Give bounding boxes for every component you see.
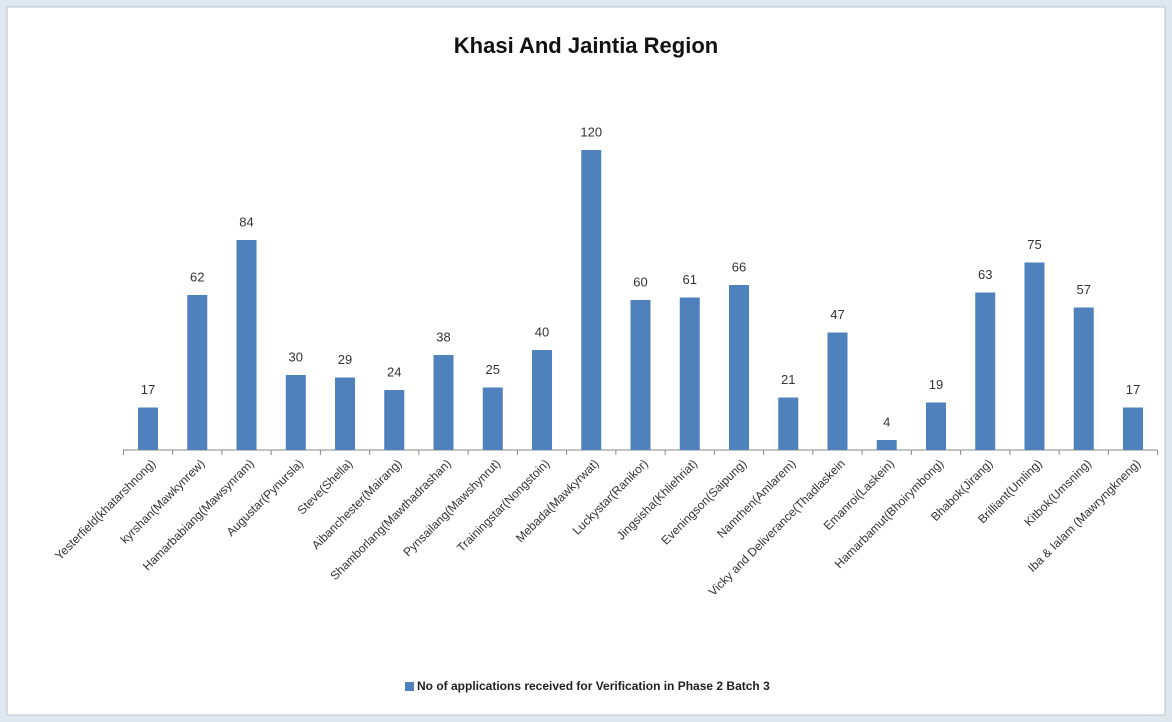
- data-label: 61: [683, 272, 697, 287]
- data-label: 24: [387, 364, 401, 379]
- bar: [433, 355, 454, 450]
- bar: [778, 397, 799, 450]
- data-label: 19: [929, 377, 943, 392]
- data-label: 40: [535, 324, 549, 339]
- legend-label: No of applications received for Verifica…: [417, 679, 770, 693]
- data-label: 60: [633, 274, 647, 289]
- legend-swatch: [405, 682, 414, 691]
- bar: [630, 300, 651, 450]
- data-label: 47: [830, 307, 844, 322]
- data-label: 38: [436, 329, 450, 344]
- bar: [1024, 262, 1045, 450]
- data-label: 17: [1126, 382, 1140, 397]
- bar: [384, 390, 405, 450]
- bar: [876, 440, 897, 450]
- bar: [679, 297, 700, 450]
- bar: [728, 285, 749, 450]
- bar: [827, 332, 848, 450]
- data-label: 30: [289, 349, 303, 364]
- data-label: 17: [141, 382, 155, 397]
- bar: [482, 387, 503, 450]
- data-label: 75: [1027, 237, 1041, 252]
- bar: [138, 407, 159, 450]
- bar: [285, 375, 306, 450]
- bar: [1122, 407, 1143, 450]
- data-label: 63: [978, 267, 992, 282]
- bar: [532, 350, 553, 450]
- chart-title: Khasi And Jaintia Region: [454, 33, 718, 58]
- data-label: 66: [732, 259, 746, 274]
- data-label: 4: [883, 414, 890, 429]
- data-label: 84: [239, 214, 253, 229]
- bar: [581, 150, 602, 450]
- data-label: 25: [486, 362, 500, 377]
- data-label: 29: [338, 352, 352, 367]
- bar: [187, 295, 208, 450]
- data-label: 120: [580, 124, 602, 139]
- data-label: 57: [1076, 282, 1090, 297]
- data-label: 21: [781, 372, 795, 387]
- bar: [925, 402, 946, 450]
- bar: [236, 240, 257, 450]
- bar: [975, 292, 996, 450]
- bar: [335, 377, 356, 450]
- data-label: 62: [190, 269, 204, 284]
- bar: [1073, 307, 1094, 450]
